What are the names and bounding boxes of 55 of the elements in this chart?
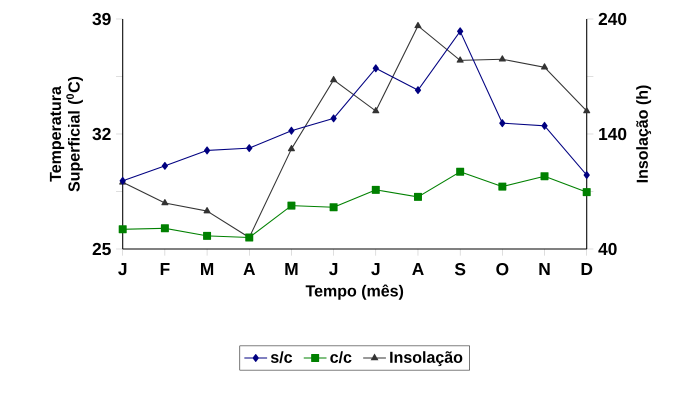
point — [540, 63, 548, 70]
point — [288, 126, 295, 135]
y-tick-label: 32 — [92, 128, 111, 140]
y-tick-label: 39 — [92, 12, 111, 26]
x-tick-label: A — [412, 263, 424, 275]
point — [499, 119, 506, 128]
x-tick-label: N — [539, 263, 550, 275]
point — [582, 188, 591, 196]
point — [204, 207, 211, 214]
point — [456, 168, 464, 176]
point — [372, 186, 380, 194]
y2-axis-title: Insolação (h) — [636, 85, 652, 182]
point — [372, 106, 380, 114]
point — [330, 203, 338, 212]
x-tick-label: J — [329, 263, 338, 276]
x-tick-label: O — [496, 263, 508, 276]
point — [498, 55, 506, 62]
x-tick-label: M — [201, 263, 214, 275]
y-tick-label: 25 — [92, 242, 111, 256]
point — [498, 182, 506, 191]
point — [372, 64, 379, 72]
x-tick-label: J — [371, 263, 380, 276]
point — [161, 198, 168, 206]
point — [583, 106, 590, 114]
point — [162, 162, 168, 170]
point — [541, 122, 548, 130]
point — [288, 144, 295, 152]
point — [330, 114, 337, 122]
point — [246, 144, 252, 152]
point — [330, 76, 338, 82]
point — [204, 146, 210, 154]
legend-label: c/c — [330, 351, 352, 364]
x-tick-label: A — [243, 263, 256, 275]
x-tick-label: S — [454, 263, 466, 276]
point — [584, 171, 590, 180]
point — [414, 86, 422, 94]
point — [203, 232, 212, 240]
x-tick-label: D — [582, 263, 592, 275]
legend-label: s/c — [270, 351, 292, 364]
y2-tick-label: 40 — [598, 242, 617, 256]
y2-tick-label: 140 — [599, 128, 626, 140]
point — [118, 225, 127, 234]
point — [414, 192, 422, 201]
y2-tick-label: 240 — [598, 12, 626, 26]
point — [456, 56, 464, 63]
point — [540, 172, 549, 180]
point — [287, 202, 296, 210]
point — [160, 224, 169, 232]
point — [414, 22, 422, 28]
legend-label: Insolação — [390, 351, 462, 366]
x-tick-label: F — [160, 263, 170, 275]
x-tick-label: M — [285, 263, 298, 275]
x-tick-label: J — [118, 263, 126, 276]
point — [457, 27, 464, 36]
x-axis-title: Tempo (mês) — [306, 284, 404, 300]
